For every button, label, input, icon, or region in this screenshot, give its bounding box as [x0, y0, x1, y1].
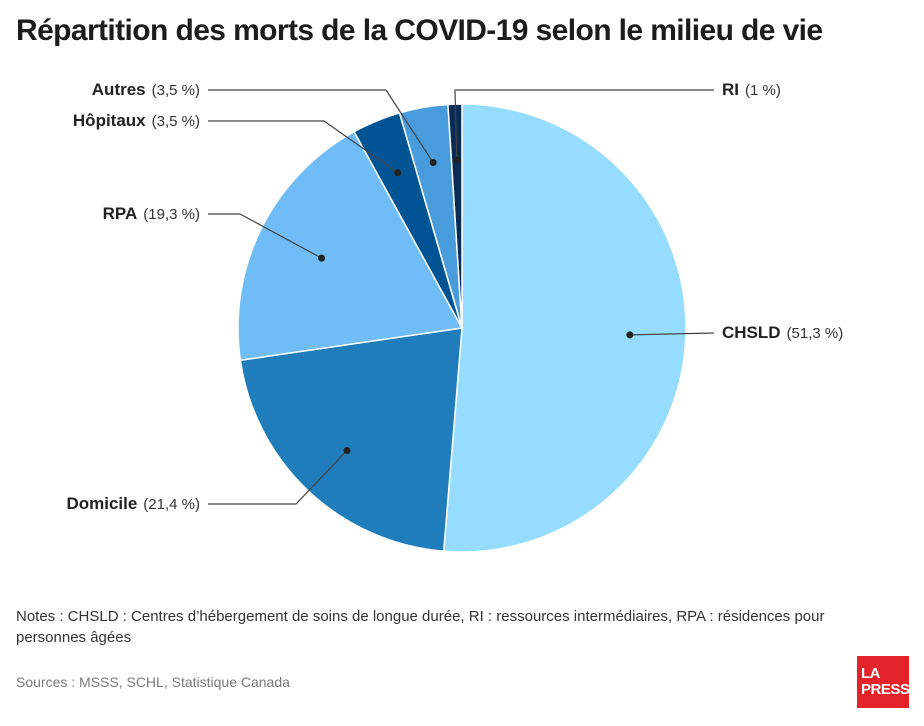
slice-label-autres: Autres (3,5 %): [92, 80, 200, 99]
callout-dot-ri: [453, 156, 461, 164]
slice-label-ri: RI (1 %): [722, 80, 781, 99]
chart-sources: Sources : MSSS, SCHL, Statistique Canada: [16, 674, 290, 690]
pie-slices: [237, 103, 687, 553]
slice-label-value-ri: (1 %): [745, 82, 781, 99]
slice-label-name-hopitaux: Hôpitaux: [73, 111, 146, 130]
callout-line-domicile: [208, 450, 348, 505]
logo-line-2: PRESSE: [861, 681, 919, 698]
pie-slice-chsld: [442, 103, 687, 553]
slice-label-chsld: CHSLD (51,3 %): [722, 323, 843, 342]
pie-labels: CHSLD (51,3 %) Domicile (21,4 %) RPA (19,3 %)…: [66, 80, 843, 513]
slice-label-value-rpa: (19,3 %): [143, 206, 200, 223]
callout-line-rpa: [208, 213, 322, 259]
callout-dot-domicile: [343, 446, 351, 454]
callout-dot-autres: [429, 159, 437, 167]
slice-label-name-rpa: RPA: [103, 204, 138, 223]
pie-chart: CHSLD (51,3 %) Domicile (21,4 %) RPA (19,3 %)…: [66, 80, 843, 553]
callout-line-autres: [208, 89, 434, 163]
pie-slice-domicile: [239, 327, 463, 553]
slice-label-value-chsld: (51,3 %): [787, 325, 844, 342]
slice-label-hopitaux: Hôpitaux (3,5 %): [73, 111, 200, 130]
slice-label-name-autres: Autres: [92, 80, 146, 99]
callout-dot-chsld: [626, 331, 634, 339]
logo-line-1: LA: [861, 665, 881, 682]
callout-dot-rpa: [318, 254, 326, 262]
slice-label-name-chsld: CHSLD: [722, 323, 781, 342]
callout-line-hopitaux: [208, 120, 399, 174]
slice-label-name-ri: RI: [722, 80, 739, 99]
callout-dot-hopitaux: [394, 169, 402, 177]
slice-label-value-hopitaux: (3,5 %): [152, 113, 200, 130]
callout-line-ri: [454, 89, 714, 161]
pie-callouts: [208, 89, 715, 505]
la-presse-logo: LA PRESSE: [857, 656, 919, 708]
chart-notes: Notes : CHSLD : Centres d’hébergement de…: [16, 608, 825, 646]
pie-slice-rpa: [237, 130, 464, 362]
slice-label-value-autres: (3,5 %): [152, 82, 200, 99]
callout-line-chsld: [629, 332, 715, 336]
slice-label-name-domicile: Domicile: [66, 494, 137, 513]
slice-label-value-domicile: (21,4 %): [143, 496, 200, 513]
slice-label-rpa: RPA (19,3 %): [103, 204, 200, 223]
chart-title: Répartition des morts de la COVID-19 sel…: [16, 14, 823, 47]
slice-label-domicile: Domicile (21,4 %): [66, 494, 200, 513]
